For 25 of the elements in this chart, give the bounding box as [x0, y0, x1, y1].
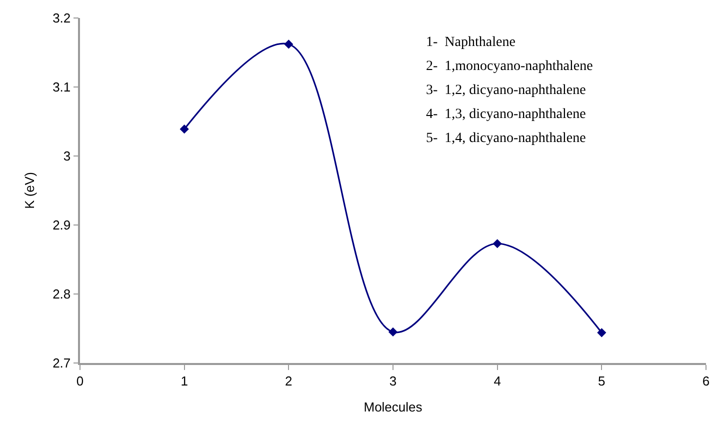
x-tick-label: 6 — [702, 373, 710, 388]
annotation: 3- 1,2, dicyano-naphthalene — [426, 83, 586, 98]
y-axis-title: K (eV) — [22, 172, 38, 209]
y-tick-label: 2.9 — [52, 218, 71, 233]
point — [180, 124, 189, 134]
x-tick-label: 2 — [285, 373, 292, 388]
x-tick-label: 1 — [180, 373, 188, 388]
x-tick-label: 3 — [389, 373, 397, 388]
y-tick-label: 3.1 — [52, 80, 71, 95]
y-tick-label: 2.8 — [52, 286, 71, 302]
annotation: 2- 1,monocyano-naphthalene — [426, 59, 593, 74]
x-tick-label: 0 — [76, 373, 84, 388]
y-tick-label: 2.7 — [52, 356, 71, 371]
point — [492, 239, 502, 248]
x-axis-title: Molecules — [364, 399, 423, 414]
annotation: 1- Naphthalene — [426, 35, 516, 50]
point — [284, 40, 294, 49]
annotation: 4- 1,3, dicyano-naphthalene — [426, 107, 586, 122]
point — [388, 327, 398, 336]
annotation: 5- 1,4, dicyano-naphthalene — [426, 131, 586, 146]
x-tick-label: 5 — [598, 373, 606, 388]
y-tick-label: 3 — [63, 148, 71, 164]
y-tick-label: 3.2 — [52, 10, 71, 26]
point — [597, 328, 606, 338]
x-tick-label: 4 — [494, 373, 501, 388]
